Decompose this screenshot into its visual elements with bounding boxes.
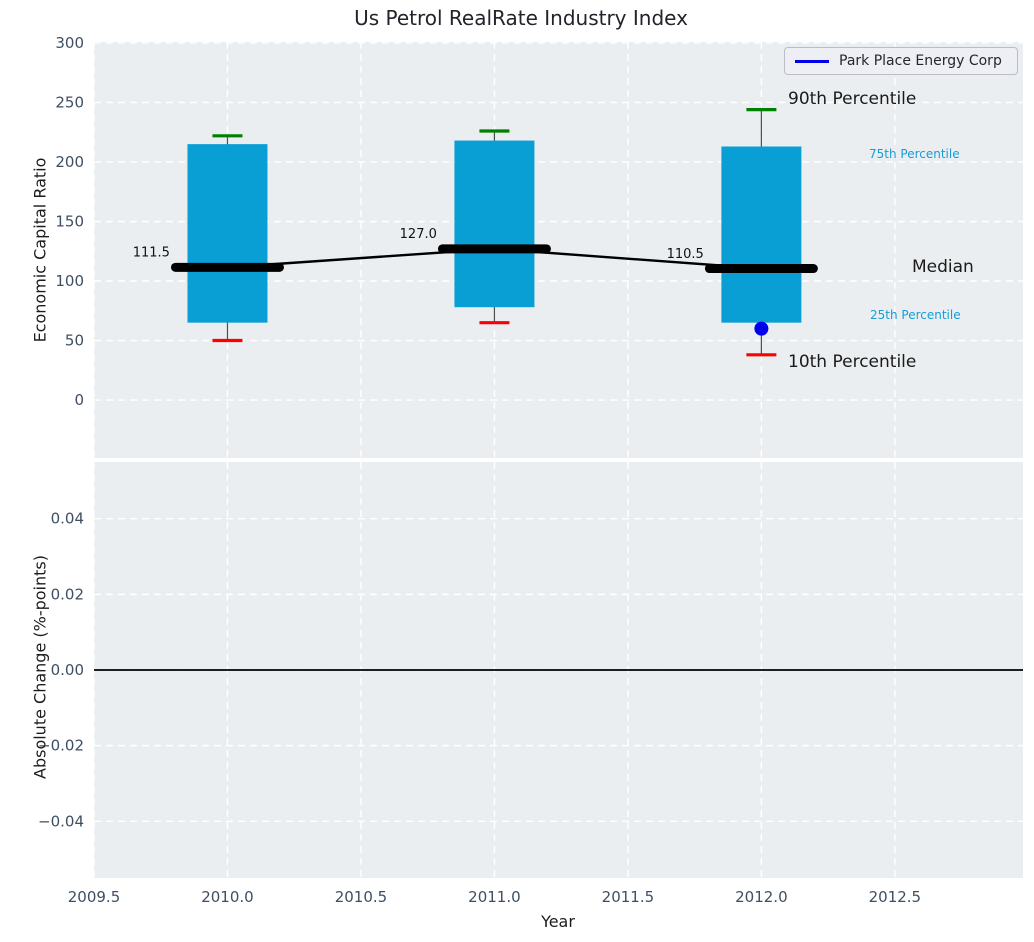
- percentile-box-2011: [454, 140, 535, 308]
- median-annotation: 127.0: [400, 227, 437, 242]
- top-y-tick-label: 0: [74, 391, 84, 409]
- top-y-tick-label: 200: [55, 153, 84, 171]
- bottom-y-tick-label: 0.02: [51, 585, 84, 603]
- x-tick-label: 2010.5: [335, 888, 388, 906]
- company-data-point: [754, 321, 769, 336]
- x-tick-label: 2012.0: [735, 888, 788, 906]
- legend-line-swatch: [795, 59, 829, 63]
- top-y-tick-label: 150: [55, 212, 84, 230]
- chart-title: Us Petrol RealRate Industry Index: [354, 6, 688, 30]
- x-tick-label: 2011.5: [602, 888, 655, 906]
- label-90th-percentile: 90th Percentile: [788, 89, 917, 109]
- label-median: Median: [912, 257, 974, 277]
- top-y-tick-label: 250: [55, 93, 84, 111]
- bottom-y-tick-label: 0.00: [51, 661, 84, 679]
- bottom-y-tick-label: 0.04: [51, 510, 84, 528]
- top-y-axis-label: Economic Capital Ratio: [30, 157, 50, 343]
- label-10th-percentile: 10th Percentile: [788, 352, 917, 372]
- median-annotation: 110.5: [667, 247, 704, 262]
- percentile-box-2012: [721, 146, 802, 323]
- x-tick-label: 2010.0: [201, 888, 254, 906]
- legend-label: Park Place Energy Corp: [839, 53, 1002, 69]
- x-tick-label: 2011.0: [468, 888, 521, 906]
- bottom-y-tick-label: −0.04: [38, 812, 84, 830]
- percentile-box-2010: [187, 144, 268, 323]
- label-25th-percentile: 25th Percentile: [870, 308, 961, 322]
- x-axis-label: Year: [541, 912, 575, 931]
- x-tick-label: 2009.5: [68, 888, 121, 906]
- top-y-tick-label: 50: [65, 332, 84, 350]
- median-annotation: 111.5: [133, 246, 170, 261]
- top-y-tick-label: 100: [55, 272, 84, 290]
- bottom-y-tick-label: −0.02: [38, 737, 84, 755]
- bottom-y-axis-label: Absolute Change (%-points): [30, 555, 50, 779]
- legend: Park Place Energy Corp: [784, 47, 1018, 75]
- label-75th-percentile: 75th Percentile: [869, 147, 960, 161]
- x-tick-label: 2012.5: [869, 888, 922, 906]
- top-y-tick-label: 300: [55, 34, 84, 52]
